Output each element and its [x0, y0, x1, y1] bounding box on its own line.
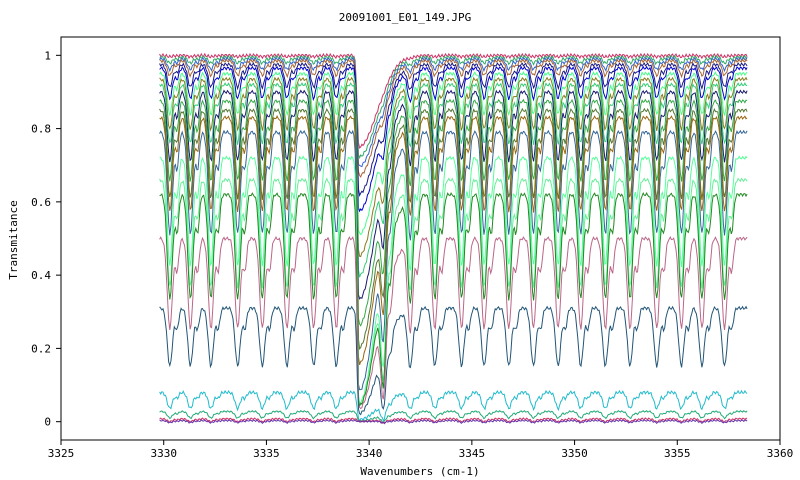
- x-tick-label: 3345: [459, 447, 486, 460]
- series-line: [159, 129, 748, 391]
- y-tick-label: 0.2: [31, 342, 51, 355]
- series-line: [159, 56, 748, 168]
- series-line: [159, 115, 748, 365]
- x-tick-label: 3340: [356, 447, 383, 460]
- y-tick-label: 0.8: [31, 123, 51, 136]
- series-line: [159, 89, 748, 300]
- series-line: [159, 65, 748, 213]
- series-line: [159, 107, 748, 351]
- series-line: [159, 52, 748, 149]
- x-axis-label: Wavenumbers (cm-1): [360, 465, 479, 478]
- y-tick-label: 0.4: [31, 269, 51, 282]
- series-line: [159, 71, 748, 236]
- series-line: [159, 98, 748, 327]
- plot-frame: [60, 36, 781, 441]
- series-line: [159, 389, 748, 423]
- x-tick-label: 3325: [48, 447, 75, 460]
- series-line: [159, 417, 748, 425]
- series-line: [159, 58, 748, 178]
- y-axis: 0 0.2 0.4 0.6 0.8 1: [31, 49, 61, 429]
- series-line: [159, 409, 748, 424]
- y-tick-label: 1: [44, 49, 51, 62]
- chart-title: 20091001_E01_149.JPG: [339, 11, 471, 24]
- y-tick-label: 0.6: [31, 196, 51, 209]
- series-line: [159, 155, 748, 405]
- y-tick-label: 0: [44, 416, 51, 429]
- x-axis: 3325 3330 3335 3340 3345 3350 3355 3360: [48, 440, 794, 460]
- x-tick-label: 3360: [767, 447, 794, 460]
- x-tick-label: 3350: [561, 447, 588, 460]
- x-tick-label: 3335: [253, 447, 280, 460]
- series-line: [159, 62, 748, 198]
- series-line: [159, 82, 748, 278]
- series-line: [159, 177, 748, 408]
- series-line: [159, 235, 748, 410]
- series-line: [159, 192, 748, 408]
- x-tick-label: 3330: [150, 447, 177, 460]
- series-group: [159, 52, 748, 425]
- series-line: [159, 76, 748, 258]
- series-line: [159, 305, 748, 416]
- series-line: [159, 419, 748, 425]
- y-axis-label: Transmitance: [7, 200, 20, 279]
- x-tick-label: 3355: [664, 447, 691, 460]
